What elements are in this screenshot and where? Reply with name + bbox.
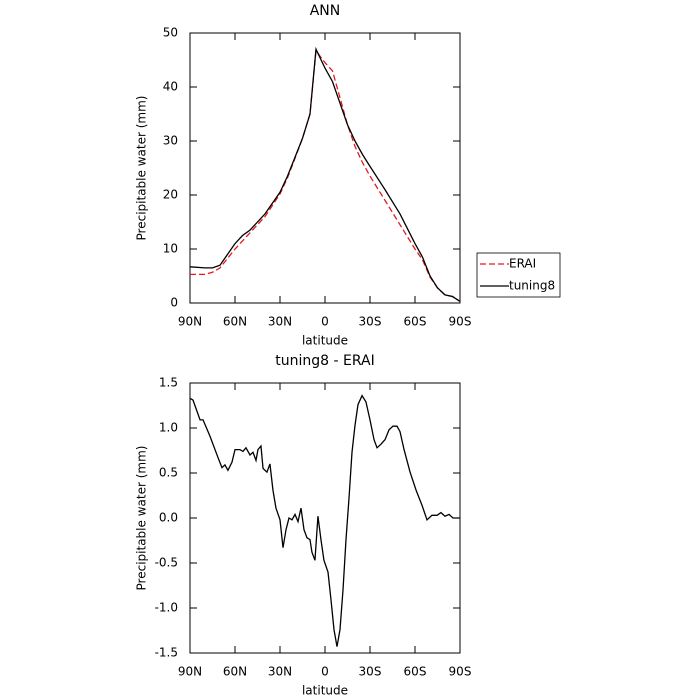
chart-title: ANN (310, 3, 341, 19)
data-line (190, 49, 461, 302)
x-tick-label: 0 (321, 315, 329, 329)
y-tick-label: -1.0 (155, 601, 178, 615)
x-tick-label: 90S (449, 665, 472, 679)
chart-title: tuning8 - ERAI (275, 353, 374, 369)
x-tick-label: 30S (359, 665, 382, 679)
plot-frame (189, 32, 461, 304)
y-tick-label: 1.5 (159, 376, 178, 390)
x-tick-label: 90S (449, 315, 472, 329)
data-line (189, 394, 460, 647)
y-tick-label: -0.5 (155, 556, 178, 570)
x-tick-label: 30S (359, 315, 382, 329)
x-tick-label: 60S (404, 315, 427, 329)
legend-box (476, 252, 561, 298)
x-tick-label: 90N (178, 315, 202, 329)
y-tick-label: 0.0 (159, 511, 178, 525)
y-tick-label: 10 (163, 242, 178, 256)
x-tick-label: 60N (223, 665, 247, 679)
y-axis-label: Precipitable water (mm) (135, 96, 149, 241)
legend-label: ERAI (509, 257, 536, 271)
x-axis-label: latitude (302, 684, 348, 698)
y-tick-label: 0.5 (159, 466, 178, 480)
x-tick-label: 30N (268, 665, 292, 679)
y-tick-label: 20 (163, 188, 178, 202)
data-line (189, 46, 461, 302)
x-tick-label: 0 (321, 665, 329, 679)
y-tick-label: -1.5 (155, 646, 178, 660)
legend-label: tuning8 (509, 279, 555, 293)
x-tick-label: 60N (223, 315, 247, 329)
y-tick-label: 0 (170, 296, 178, 310)
y-tick-label: 50 (163, 26, 178, 40)
x-tick-label: 60S (404, 665, 427, 679)
y-axis-label: Precipitable water (mm) (135, 446, 149, 591)
plot-frame (189, 382, 461, 654)
y-tick-label: 30 (163, 134, 178, 148)
x-tick-label: 30N (268, 315, 292, 329)
x-tick-label: 90N (178, 665, 202, 679)
x-axis-label: latitude (302, 334, 348, 348)
y-tick-label: 1.0 (159, 421, 178, 435)
y-tick-label: 40 (163, 80, 178, 94)
